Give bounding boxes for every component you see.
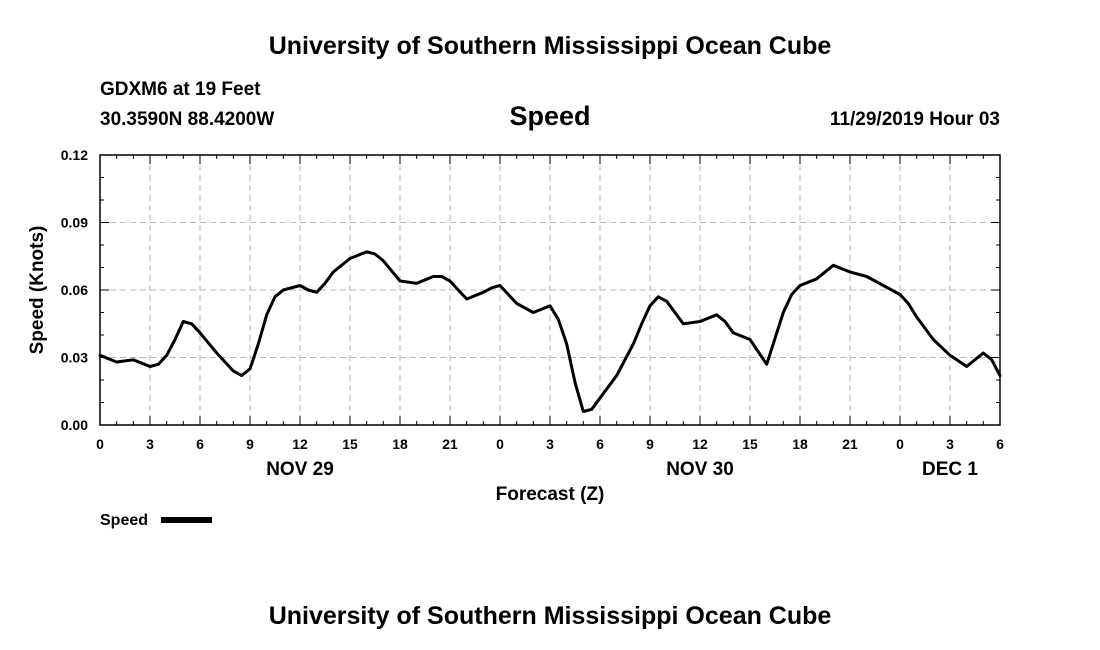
x-tick-label: 6 bbox=[996, 436, 1004, 452]
y-tick-label: 0.09 bbox=[61, 215, 88, 231]
x-tick-label: 3 bbox=[146, 436, 154, 452]
date-label: NOV 30 bbox=[666, 459, 734, 480]
x-tick-label: 6 bbox=[196, 436, 204, 452]
y-tick-label: 0.06 bbox=[61, 282, 88, 298]
tick-marks bbox=[99, 154, 1001, 426]
series-layer bbox=[98, 250, 1002, 413]
y-tick-label: 0.03 bbox=[61, 350, 88, 366]
y-tick-label: 0.12 bbox=[61, 147, 88, 163]
y-tick-label: 0.00 bbox=[61, 417, 88, 433]
x-tick-label: 21 bbox=[442, 436, 458, 452]
x-tick-label: 6 bbox=[596, 436, 604, 452]
chart-subtitle: Speed bbox=[509, 101, 590, 131]
x-tick-label: 0 bbox=[96, 436, 104, 452]
x-tick-label: 3 bbox=[546, 436, 554, 452]
x-tick-label: 9 bbox=[246, 436, 254, 452]
legend-label: Speed bbox=[100, 512, 148, 529]
date-labels: NOV 29 NOV 30 DEC 1 bbox=[266, 459, 978, 480]
x-tick-label: 18 bbox=[392, 436, 408, 452]
x-tick-label: 3 bbox=[946, 436, 954, 452]
location-label: 30.3590N 88.4200W bbox=[100, 109, 274, 130]
y-tick-labels: 0.00 0.03 0.06 0.09 0.12 bbox=[61, 147, 88, 433]
series-line-speed bbox=[98, 250, 1002, 413]
x-tick-label: 12 bbox=[292, 436, 308, 452]
run-time-label: 11/29/2019 Hour 03 bbox=[830, 109, 1000, 130]
station-label: GDXM6 at 19 Feet bbox=[100, 79, 261, 100]
y-axis-title: Speed (Knots) bbox=[27, 226, 48, 355]
x-tick-label: 12 bbox=[692, 436, 708, 452]
legend-swatch bbox=[161, 517, 212, 523]
x-tick-label: 0 bbox=[896, 436, 904, 452]
date-label: DEC 1 bbox=[922, 459, 978, 480]
footer-title: University of Southern Mississippi Ocean… bbox=[269, 602, 832, 630]
x-tick-labels: 0 3 6 9 12 15 18 21 0 3 6 9 12 15 18 21 0 3 6 bbox=[96, 436, 1004, 452]
date-label: NOV 29 bbox=[266, 459, 334, 480]
x-tick-label: 15 bbox=[342, 436, 358, 452]
x-tick-label: 0 bbox=[496, 436, 504, 452]
x-tick-label: 15 bbox=[742, 436, 758, 452]
x-axis-title: Forecast (Z) bbox=[496, 484, 605, 505]
x-tick-label: 18 bbox=[792, 436, 808, 452]
x-tick-label: 21 bbox=[842, 436, 858, 452]
grid-lines bbox=[100, 155, 1000, 425]
x-tick-label: 9 bbox=[646, 436, 654, 452]
chart-title: University of Southern Mississippi Ocean… bbox=[269, 32, 832, 60]
